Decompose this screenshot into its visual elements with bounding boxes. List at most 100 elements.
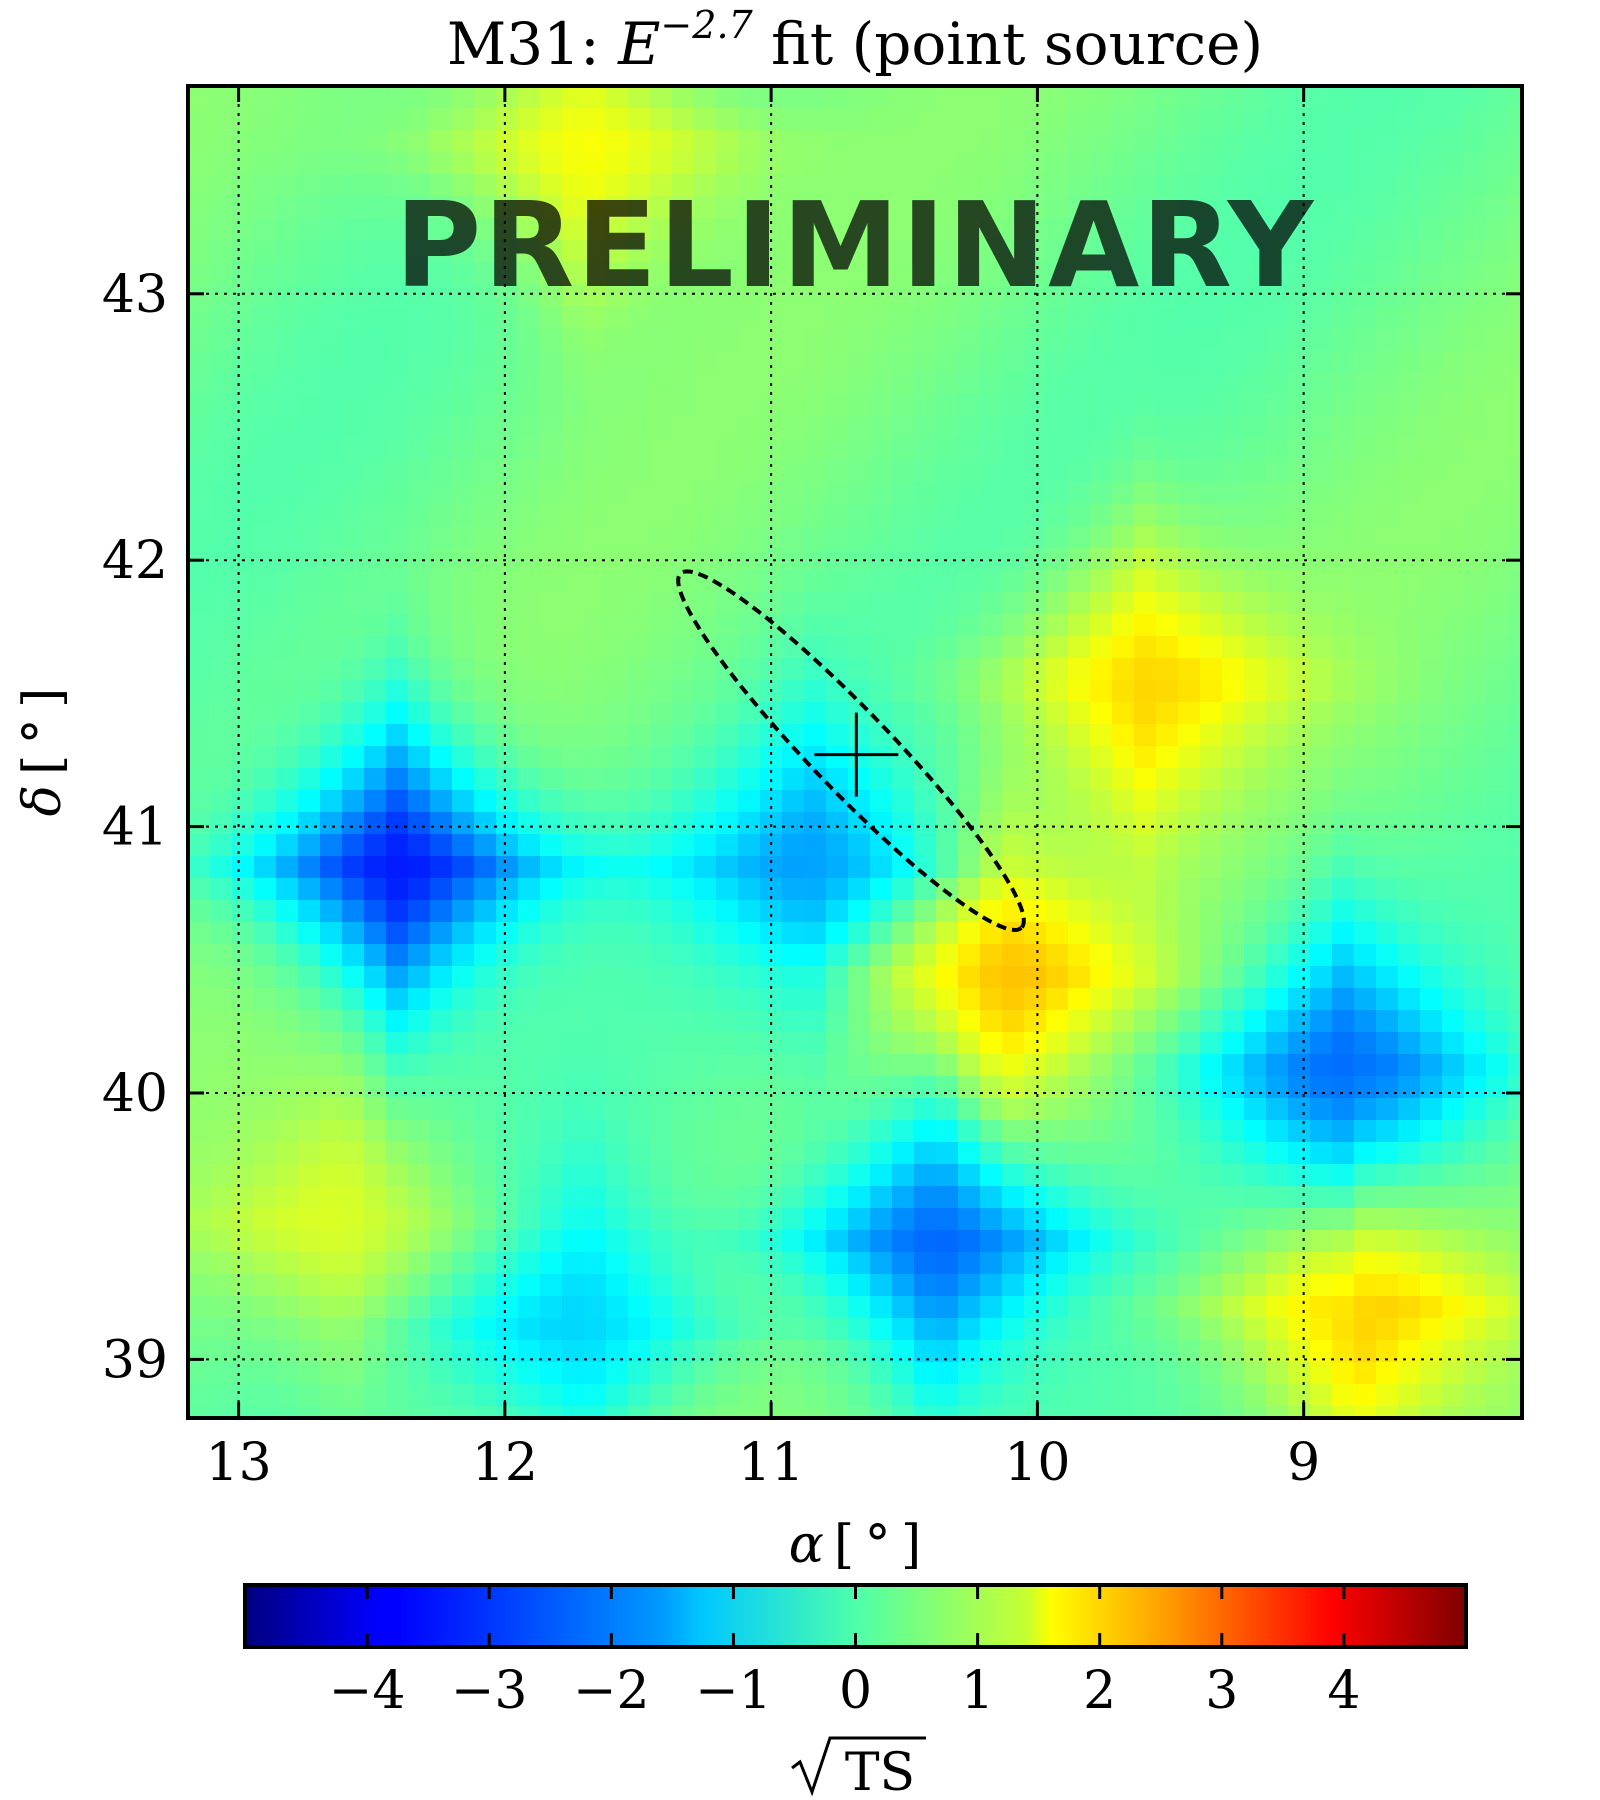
- heatmap-cell: [958, 592, 981, 615]
- heatmap-cell: [1486, 614, 1509, 637]
- heatmap-cell: [804, 680, 827, 703]
- heatmap-cell: [892, 416, 915, 439]
- heatmap-cell: [386, 834, 409, 857]
- heatmap-cell: [826, 790, 849, 813]
- heatmap-cell: [914, 152, 937, 175]
- heatmap-cell: [716, 1340, 739, 1363]
- heatmap-cell: [628, 1318, 651, 1341]
- heatmap-cell: [738, 1054, 761, 1077]
- heatmap-cell: [210, 306, 233, 329]
- heatmap-cell: [364, 966, 387, 989]
- heatmap-cell: [1420, 306, 1443, 329]
- heatmap-cell: [870, 1252, 893, 1275]
- heatmap-cell: [1090, 350, 1113, 373]
- heatmap-cell: [298, 1230, 321, 1253]
- heatmap-cell: [584, 394, 607, 417]
- heatmap-cell: [452, 1362, 475, 1385]
- heatmap-cell: [232, 966, 255, 989]
- heatmap-cell: [1002, 636, 1025, 659]
- heatmap-cell: [320, 548, 343, 571]
- heatmap-cell: [782, 284, 805, 307]
- heatmap-cell: [1002, 1252, 1025, 1275]
- heatmap-cell: [1420, 394, 1443, 417]
- heatmap-cell: [1244, 768, 1267, 791]
- heatmap-cell: [408, 196, 431, 219]
- heatmap-cell: [386, 724, 409, 747]
- heatmap-cell: [1244, 636, 1267, 659]
- heatmap-cell: [1442, 1406, 1465, 1418]
- heatmap-cell: [1442, 834, 1465, 857]
- heatmap-cell: [188, 900, 211, 923]
- heatmap-cell: [320, 416, 343, 439]
- heatmap-cell: [1486, 1318, 1509, 1341]
- heatmap-cell: [1068, 482, 1091, 505]
- heatmap-cell: [1068, 1054, 1091, 1077]
- heatmap-cell: [782, 944, 805, 967]
- heatmap-cell: [1222, 878, 1245, 901]
- heatmap-cell: [782, 966, 805, 989]
- heatmap-cell: [276, 196, 299, 219]
- heatmap-cell: [1398, 174, 1421, 197]
- heatmap-cell: [584, 1318, 607, 1341]
- heatmap-cell: [1376, 504, 1399, 527]
- heatmap-cell: [1310, 218, 1333, 241]
- heatmap-cell: [320, 394, 343, 417]
- heatmap-cell: [1112, 614, 1135, 637]
- heatmap-cell: [1398, 1142, 1421, 1165]
- heatmap-cell: [386, 460, 409, 483]
- heatmap-cell: [1112, 834, 1135, 857]
- heatmap-cell: [430, 504, 453, 527]
- heatmap-cell: [760, 592, 783, 615]
- heatmap-cell: [254, 570, 277, 593]
- heatmap-cell: [342, 1164, 365, 1187]
- heatmap-cell: [298, 922, 321, 945]
- heatmap-cell: [892, 1120, 915, 1143]
- heatmap-cell: [298, 1384, 321, 1407]
- colorbar-label: TS: [791, 1736, 926, 1800]
- heatmap-cell: [628, 1296, 651, 1319]
- heatmap-cell: [408, 878, 431, 901]
- heatmap-cell: [1508, 1274, 1522, 1297]
- heatmap-cell: [518, 878, 541, 901]
- heatmap-cell: [496, 394, 519, 417]
- heatmap-cell: [782, 394, 805, 417]
- heatmap-cell: [430, 1208, 453, 1231]
- heatmap-cell: [892, 284, 915, 307]
- heatmap-cell: [694, 1120, 717, 1143]
- heatmap-cell: [804, 1054, 827, 1077]
- heatmap-cell: [386, 152, 409, 175]
- heatmap-cell: [1090, 1384, 1113, 1407]
- heatmap-cell: [1002, 372, 1025, 395]
- heatmap-cell: [1486, 394, 1509, 417]
- heatmap-cell: [1156, 130, 1179, 153]
- heatmap-cell: [1090, 1186, 1113, 1209]
- heatmap-cell: [1134, 218, 1157, 241]
- heatmap-cell: [1002, 306, 1025, 329]
- heatmap-cell: [914, 526, 937, 549]
- heatmap-cell: [1090, 284, 1113, 307]
- heatmap-cell: [870, 834, 893, 857]
- heatmap-cell: [958, 966, 981, 989]
- heatmap-cell: [1442, 680, 1465, 703]
- heatmap-cell: [1288, 944, 1311, 967]
- heatmap-cell: [914, 1252, 937, 1275]
- heatmap-cell: [232, 702, 255, 725]
- heatmap-cell: [936, 812, 959, 835]
- heatmap-cell: [518, 482, 541, 505]
- heatmap-cell: [826, 1076, 849, 1099]
- heatmap-cell: [452, 1208, 475, 1231]
- heatmap-cell: [1508, 1164, 1522, 1187]
- heatmap-cell: [1508, 1208, 1522, 1231]
- heatmap-cell: [1376, 218, 1399, 241]
- heatmap-cell: [826, 658, 849, 681]
- heatmap-cell: [452, 1032, 475, 1055]
- heatmap-cell: [1178, 86, 1201, 109]
- heatmap-cell: [628, 1274, 651, 1297]
- heatmap-cell: [1464, 460, 1487, 483]
- heatmap-cell: [870, 1120, 893, 1143]
- heatmap-cell: [452, 240, 475, 263]
- heatmap-cell: [452, 108, 475, 131]
- heatmap-cell: [474, 284, 497, 307]
- heatmap-cell: [298, 86, 321, 109]
- heatmap-cell: [914, 834, 937, 857]
